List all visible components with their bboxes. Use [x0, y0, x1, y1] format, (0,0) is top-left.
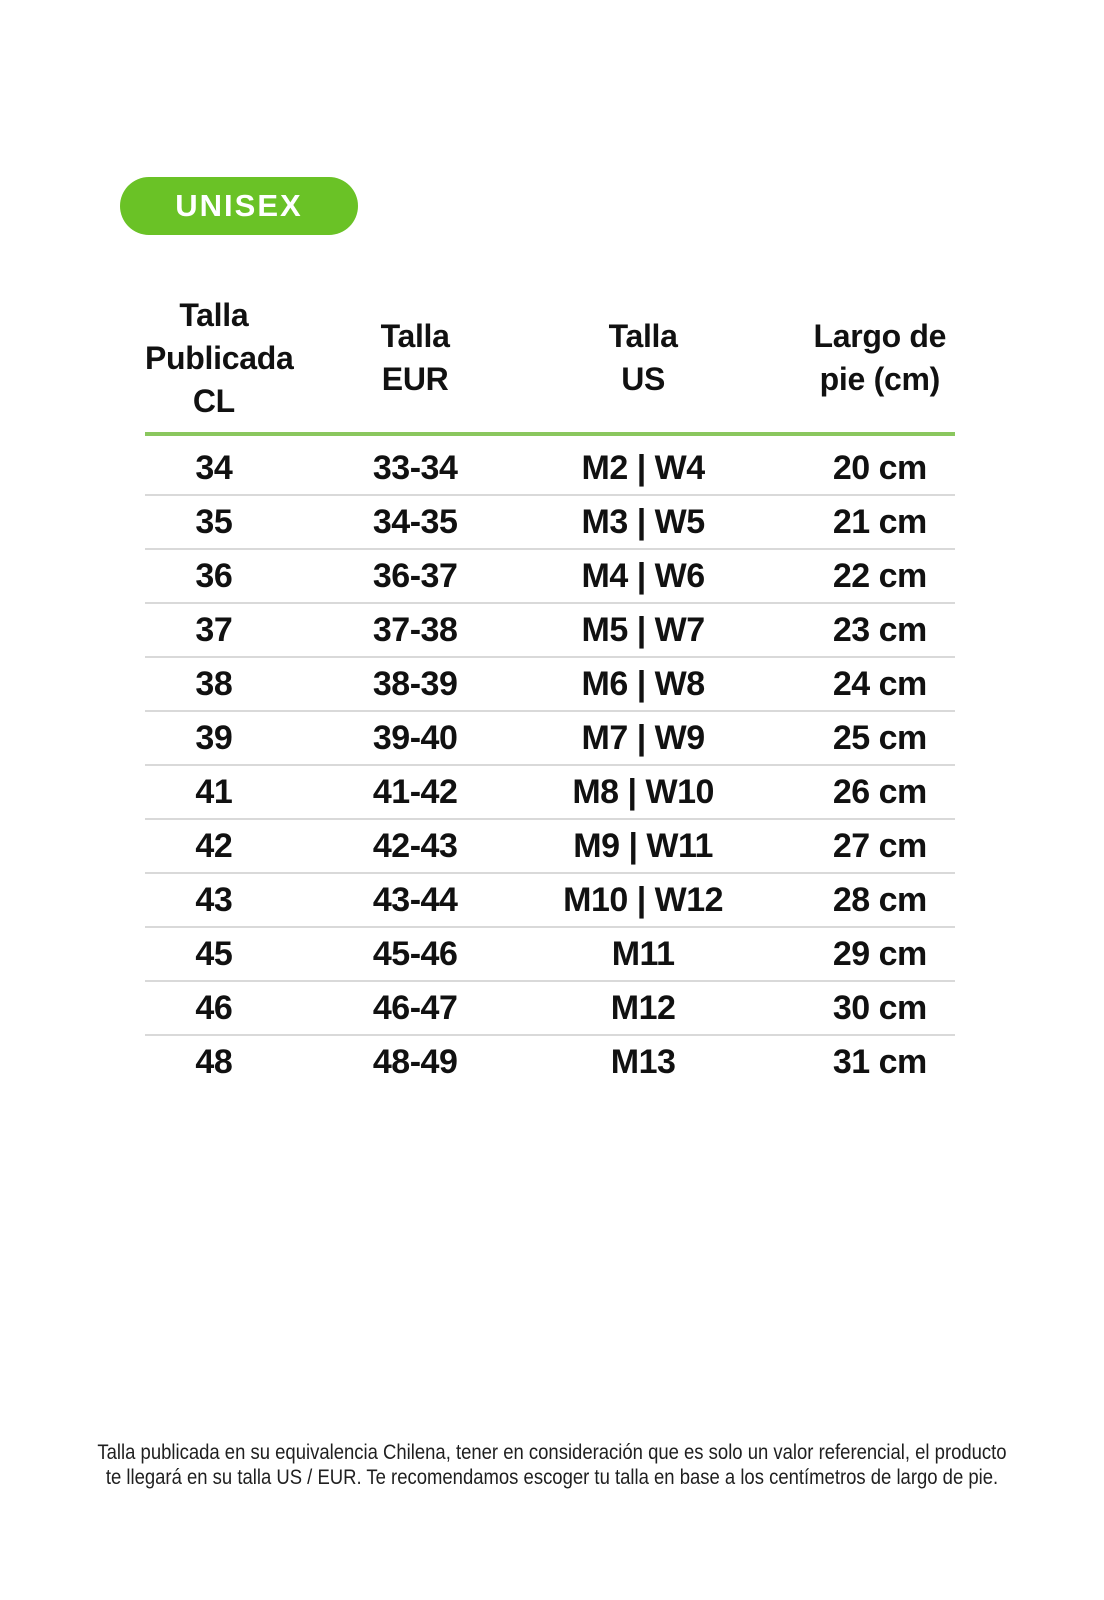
- column-header-talla-publicada-cl: Talla Publicada CL: [145, 296, 294, 419]
- cell-talla-eur: 39-40: [372, 718, 458, 757]
- unisex-badge-label: UNISEX: [175, 188, 303, 223]
- size-table-header: Talla Publicada CL Talla EUR Talla US La…: [145, 284, 955, 432]
- cell-talla-cl: 46: [195, 988, 233, 1027]
- cell-talla-cl: 35: [195, 502, 233, 541]
- header-divider-rule: [145, 432, 955, 436]
- table-row: 36 36-37 M4 | W6 22 cm: [145, 550, 955, 604]
- cell-talla-us: M13: [610, 1042, 676, 1081]
- cell-talla-us: M9 | W11: [573, 826, 713, 865]
- size-table-body: 34 33-34 M2 | W4 20 cm 35 34-35 M3 | W5 …: [145, 436, 955, 1088]
- cell-talla-eur: 41-42: [372, 772, 458, 811]
- cell-talla-eur: 33-34: [372, 448, 458, 487]
- cell-talla-eur: 46-47: [372, 988, 458, 1027]
- cell-talla-eur: 45-46: [372, 934, 458, 973]
- cell-talla-cl: 48: [195, 1042, 233, 1081]
- cell-largo-pie: 30 cm: [832, 988, 927, 1027]
- cell-talla-cl: 42: [195, 826, 233, 865]
- cell-largo-pie: 26 cm: [832, 772, 927, 811]
- table-row: 42 42-43 M9 | W11 27 cm: [145, 820, 955, 874]
- cell-talla-eur: 43-44: [372, 880, 458, 919]
- cell-talla-eur: 48-49: [372, 1042, 458, 1081]
- cell-talla-us: M3 | W5: [581, 502, 706, 541]
- cell-talla-us: M4 | W6: [581, 556, 706, 595]
- table-row: 37 37-38 M5 | W7 23 cm: [145, 604, 955, 658]
- cell-talla-cl: 37: [195, 610, 233, 649]
- cell-talla-cl: 38: [195, 664, 233, 703]
- cell-talla-cl: 45: [195, 934, 233, 973]
- cell-talla-eur: 37-38: [372, 610, 458, 649]
- cell-largo-pie: 21 cm: [832, 502, 927, 541]
- column-header-talla-eur: Talla EUR: [380, 318, 450, 397]
- cell-talla-us: M2 | W4: [581, 448, 706, 487]
- cell-talla-us: M6 | W8: [581, 664, 706, 703]
- cell-largo-pie: 20 cm: [832, 448, 927, 487]
- table-row: 41 41-42 M8 | W10 26 cm: [145, 766, 955, 820]
- cell-largo-pie: 29 cm: [832, 934, 927, 973]
- column-header-largo-de-pie: Largo de pie (cm): [813, 318, 947, 397]
- cell-talla-eur: 34-35: [372, 502, 458, 541]
- cell-largo-pie: 27 cm: [832, 826, 927, 865]
- cell-talla-cl: 34: [195, 448, 233, 487]
- cell-largo-pie: 24 cm: [832, 664, 927, 703]
- cell-talla-eur: 42-43: [372, 826, 458, 865]
- unisex-badge: UNISEX: [120, 177, 358, 235]
- cell-talla-eur: 36-37: [372, 556, 458, 595]
- cell-talla-us: M11: [611, 934, 675, 973]
- table-row: 38 38-39 M6 | W8 24 cm: [145, 658, 955, 712]
- table-row: 39 39-40 M7 | W9 25 cm: [145, 712, 955, 766]
- table-row: 46 46-47 M12 30 cm: [145, 982, 955, 1036]
- table-row: 45 45-46 M11 29 cm: [145, 928, 955, 982]
- cell-talla-us: M5 | W7: [581, 610, 706, 649]
- cell-largo-pie: 22 cm: [832, 556, 927, 595]
- table-row: 35 34-35 M3 | W5 21 cm: [145, 496, 955, 550]
- size-table: Talla Publicada CL Talla EUR Talla US La…: [145, 284, 955, 1088]
- cell-talla-us: M7 | W9: [581, 718, 706, 757]
- cell-largo-pie: 28 cm: [832, 880, 927, 919]
- table-row: 43 43-44 M10 | W12 28 cm: [145, 874, 955, 928]
- cell-talla-us: M10 | W12: [563, 880, 724, 919]
- footer-note: Talla publicada en su equivalencia Chile…: [97, 1441, 1007, 1489]
- table-row: 48 48-49 M13 31 cm: [145, 1036, 955, 1088]
- cell-largo-pie: 31 cm: [832, 1042, 927, 1081]
- cell-talla-cl: 36: [195, 556, 233, 595]
- cell-talla-us: M12: [610, 988, 676, 1027]
- cell-largo-pie: 25 cm: [832, 718, 927, 757]
- cell-largo-pie: 23 cm: [832, 610, 927, 649]
- cell-talla-cl: 43: [195, 880, 233, 919]
- cell-talla-us: M8 | W10: [572, 772, 714, 811]
- cell-talla-eur: 38-39: [372, 664, 458, 703]
- cell-talla-cl: 39: [195, 718, 233, 757]
- table-row: 34 33-34 M2 | W4 20 cm: [145, 442, 955, 496]
- cell-talla-cl: 41: [195, 772, 233, 811]
- column-header-talla-us: Talla US: [608, 318, 678, 397]
